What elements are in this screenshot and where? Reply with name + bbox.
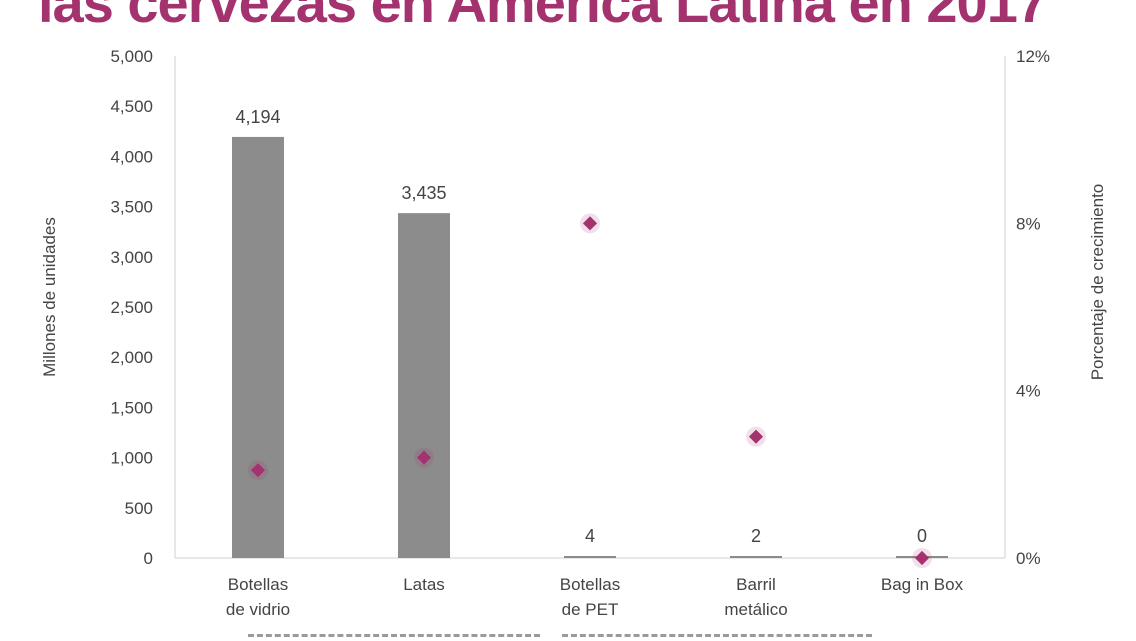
y-tick-label: 2,000 [110, 348, 153, 367]
data-label: 3,435 [401, 183, 446, 203]
y-tick-label: 2,500 [110, 298, 153, 317]
legend-swatch-growth [562, 634, 872, 641]
growth-point [250, 463, 266, 478]
y2-tick-label: 4% [1016, 382, 1041, 401]
y-tick-label: 0 [144, 549, 153, 568]
y-tick-label: 1,000 [110, 449, 153, 468]
data-label: 4 [585, 526, 595, 546]
x-tick-label: Botellas [228, 575, 288, 594]
y-tick-label: 500 [125, 499, 153, 518]
growth-point [416, 450, 432, 465]
bar [564, 556, 616, 558]
y2-tick-label: 0% [1016, 549, 1041, 568]
y-tick-label: 4,500 [110, 97, 153, 116]
chart-title: las cervezas en América Latina en 2017 [38, 0, 1048, 34]
bar [398, 213, 450, 558]
y2-tick-label: 8% [1016, 214, 1041, 233]
y-tick-label: 3,000 [110, 248, 153, 267]
x-tick-label: Botellas [560, 575, 620, 594]
data-label: 4,194 [235, 107, 280, 127]
bar [730, 556, 782, 558]
growth-point [748, 429, 764, 444]
legend-swatch-bars [248, 634, 540, 641]
growth-point [582, 216, 598, 231]
x-tick-label: metálico [724, 600, 787, 619]
data-label: 0 [917, 526, 927, 546]
x-tick-label: Latas [403, 575, 445, 594]
x-tick-label: de vidrio [226, 600, 290, 619]
x-tick-label: de PET [562, 600, 619, 619]
y2-tick-label: 12% [1016, 47, 1050, 66]
y-axis-title: Millones de unidades [40, 217, 59, 377]
y-tick-label: 3,500 [110, 198, 153, 217]
y-tick-label: 4,000 [110, 147, 153, 166]
growth-point [914, 550, 930, 566]
bar [232, 136, 284, 558]
y2-axis-title: Porcentaje de crecimiento [1088, 184, 1107, 381]
x-tick-label: Bag in Box [881, 575, 964, 594]
data-label: 2 [751, 526, 761, 546]
y-tick-label: 5,000 [110, 47, 153, 66]
x-tick-label: Barril [736, 575, 776, 594]
y-tick-label: 1,500 [110, 398, 153, 417]
